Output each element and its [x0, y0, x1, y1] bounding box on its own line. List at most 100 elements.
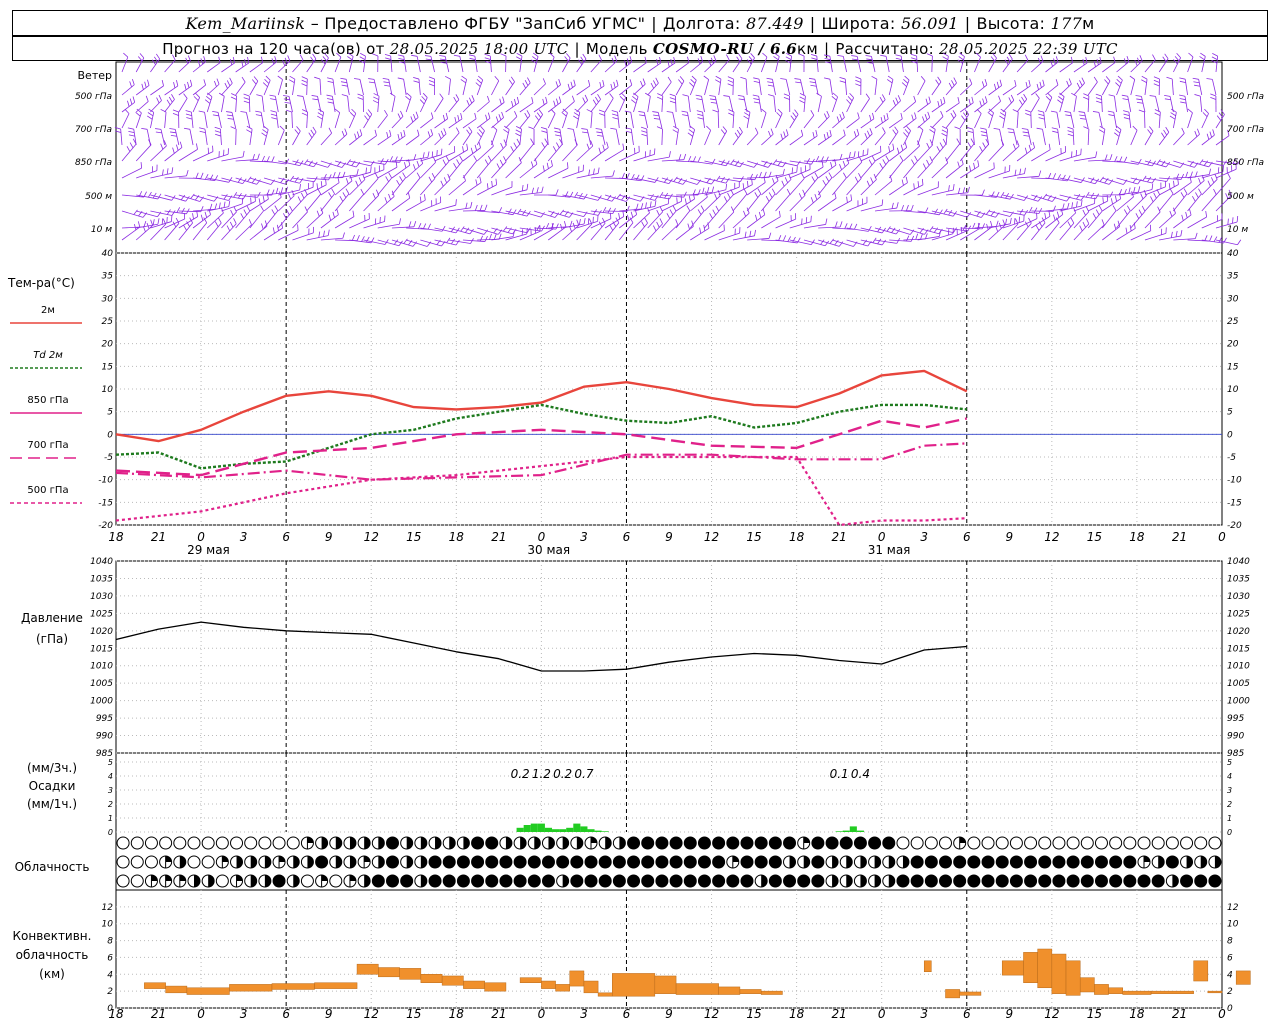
wind-barb-feather	[962, 187, 966, 194]
wind-barb-feather	[777, 160, 782, 166]
temp-tick-left: 10	[102, 385, 114, 395]
wind-barb-staff	[420, 117, 434, 129]
wind-barb-feather	[1213, 236, 1218, 242]
wind-barb-feather	[304, 189, 308, 195]
wind-barb-staff	[888, 147, 907, 162]
wind-barb-feather	[323, 173, 327, 180]
wind-barb-staff	[306, 78, 308, 96]
wind-barb-staff	[1184, 79, 1188, 96]
wind-barb-feather	[1205, 211, 1208, 218]
wind-barb-feather	[484, 204, 488, 211]
cloud-half-symbol	[264, 875, 271, 887]
wind-barb-feather	[1053, 214, 1056, 221]
wind-barb-staff	[661, 128, 663, 146]
wind-barb-feather	[162, 218, 167, 225]
wind-barb-staff	[1116, 61, 1130, 73]
wind-barb-feather	[555, 134, 562, 137]
wind-barb-feather	[123, 52, 129, 58]
wind-barb-feather	[445, 155, 450, 162]
wind-barb-feather	[172, 109, 179, 113]
wind-barb-feather	[550, 211, 555, 217]
wind-barb-feather	[424, 194, 426, 201]
wind-barb-feather	[602, 207, 607, 213]
wind-barb-feather	[763, 176, 766, 183]
wind-barb-feather	[904, 129, 910, 135]
wind-barb-feather	[1135, 213, 1140, 219]
wind-barb-feather	[1016, 140, 1020, 147]
wind-barb-feather	[883, 115, 886, 122]
wind-barb-feather	[388, 193, 391, 200]
wind-barb-feather	[1181, 214, 1184, 221]
wind-barb-feather	[151, 59, 156, 65]
wind-barb-staff	[960, 165, 980, 179]
wind-barb-feather	[262, 129, 268, 134]
wind-barb-staff	[1059, 222, 1075, 241]
wind-barb-feather	[471, 95, 475, 101]
wind-barb-feather	[650, 82, 655, 89]
wind-barb-staff	[547, 143, 563, 162]
wind-barb-staff	[690, 61, 703, 73]
wind-barb-staff	[221, 156, 244, 162]
wind-barb-feather	[385, 176, 389, 182]
wind-barb-staff	[1002, 85, 1017, 96]
hour-tick-label: 0	[1218, 530, 1226, 544]
wind-barb-staff	[349, 134, 363, 146]
wind-barb-feather	[546, 162, 549, 169]
wind-barb-feather	[1023, 134, 1030, 137]
wind-barb-staff	[746, 132, 759, 146]
wind-barb-feather	[289, 175, 295, 182]
wind-barb-feather	[1080, 118, 1087, 120]
wind-barb-feather	[192, 213, 194, 220]
cloud-half-symbol	[364, 875, 371, 887]
wind-barb-feather	[937, 76, 942, 83]
wind-barb-staff	[1144, 194, 1160, 212]
wind-barb-feather	[562, 108, 568, 114]
wind-barb-feather	[484, 57, 491, 60]
wind-barb-staff	[675, 62, 690, 73]
wind-barb-staff	[704, 189, 726, 196]
hour-tick-label: 3	[240, 1007, 248, 1021]
wind-barb-feather	[326, 94, 333, 97]
wind-barb-feather	[494, 76, 500, 82]
wind-barb-staff	[732, 184, 753, 196]
wind-barb-feather	[185, 110, 192, 113]
wind-barb-feather	[866, 130, 871, 137]
wind-barb-feather	[982, 98, 985, 105]
wind-barb-staff	[207, 62, 221, 73]
wind-barb-staff	[306, 131, 317, 146]
wind-barb-staff	[121, 56, 129, 73]
wind-barb-feather	[953, 77, 957, 84]
wind-barb-feather	[790, 115, 795, 121]
wind-barb-feather	[474, 112, 477, 119]
precip-bar	[835, 831, 843, 832]
wind-barb-staff	[363, 169, 385, 179]
wind-barb-staff	[420, 178, 436, 196]
wind-barb-feather	[716, 175, 721, 182]
wind-barb-feather	[444, 75, 451, 80]
wind-barb-staff	[477, 210, 500, 214]
wind-barb-feather	[929, 156, 933, 162]
wind-barb-feather	[687, 223, 690, 230]
wind-barb-feather	[1000, 139, 1005, 146]
wind-barb-feather	[1206, 78, 1213, 80]
wind-barb-feather	[274, 56, 277, 63]
wind-barb-staff	[349, 239, 372, 244]
wind-barb-staff	[860, 205, 883, 212]
wind-barb-feather	[445, 112, 449, 119]
precip-bar	[544, 827, 553, 832]
wind-barb-staff	[846, 239, 868, 247]
convective-cloud-bar	[718, 986, 741, 995]
wind-barb-staff	[1059, 194, 1082, 201]
wind-barb-feather	[696, 110, 703, 113]
wind-barb-feather	[396, 179, 400, 186]
wind-barb-feather	[1108, 179, 1114, 185]
wind-barb-feather	[862, 239, 868, 245]
wind-barb-feather	[479, 204, 483, 211]
wind-barb-staff	[192, 97, 201, 113]
wind-barb-feather	[200, 206, 204, 212]
conv-tick-left: 12	[102, 903, 114, 913]
wind-barb-feather	[242, 193, 247, 200]
wind-barb-staff	[1159, 160, 1181, 168]
wind-barb-feather	[242, 178, 247, 184]
wind-barb-feather	[241, 76, 246, 83]
